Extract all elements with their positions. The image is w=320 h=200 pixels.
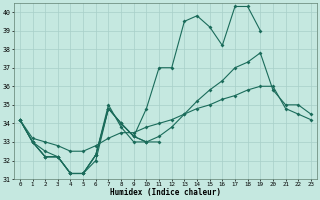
X-axis label: Humidex (Indice chaleur): Humidex (Indice chaleur) bbox=[110, 188, 221, 197]
